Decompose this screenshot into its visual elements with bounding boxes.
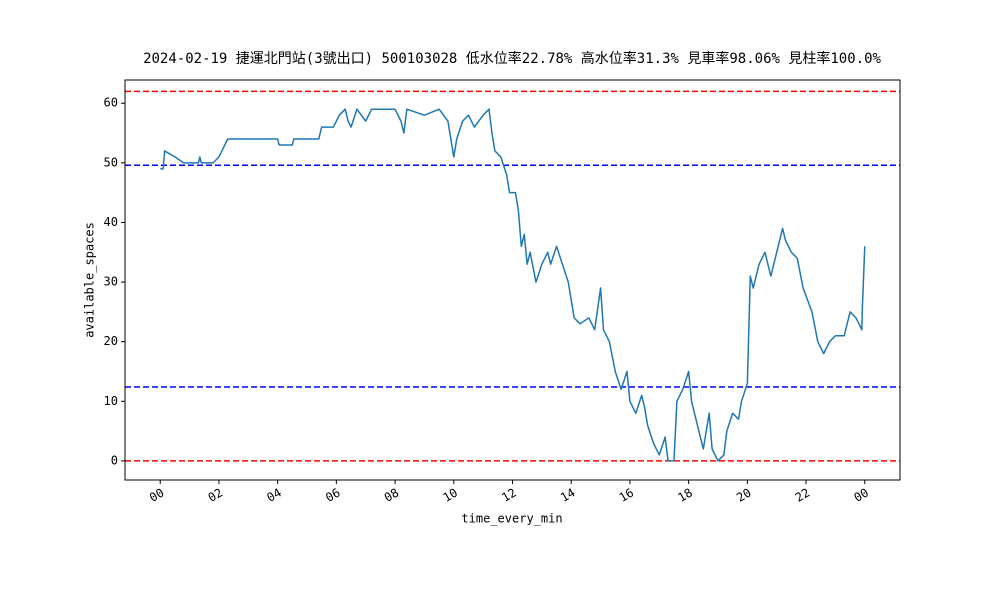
x-tick-label: 00 (852, 486, 872, 505)
series-line (160, 108, 866, 462)
x-tick-label: 08 (382, 486, 402, 505)
y-tick-label: 30 (104, 275, 118, 289)
x-tick-label: 10 (441, 486, 461, 505)
chart-title: 2024-02-19 捷運北門站(3號出口) 500103028 低水位率22.… (143, 50, 881, 67)
x-tick-label: 02 (206, 486, 226, 505)
x-tick-label: 16 (617, 486, 637, 505)
y-axis-label: available_spaces (83, 222, 97, 338)
x-tick-label: 00 (147, 486, 167, 505)
x-tick-label: 12 (499, 486, 519, 505)
x-tick-label: 18 (675, 486, 695, 505)
x-axis-label: time_every_min (461, 512, 562, 526)
x-tick-label: 20 (734, 486, 754, 505)
y-tick-label: 50 (104, 155, 118, 169)
x-tick-label: 06 (323, 486, 343, 505)
y-tick-label: 20 (104, 334, 118, 348)
x-tick-label: 14 (558, 486, 578, 505)
x-tick-label: 22 (793, 486, 813, 505)
plot-frame (124, 79, 901, 481)
y-tick-label: 10 (104, 394, 118, 408)
x-tick-label: 04 (264, 486, 284, 505)
y-tick-label: 60 (104, 96, 118, 110)
y-tick-label: 40 (104, 215, 118, 229)
y-tick-label: 0 (111, 453, 118, 467)
